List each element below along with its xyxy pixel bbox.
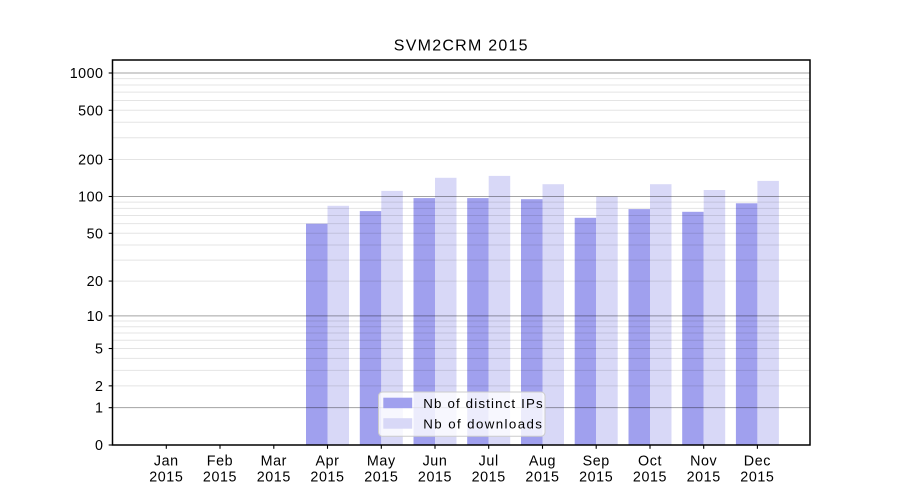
svg-text:2015: 2015 bbox=[149, 470, 183, 486]
svg-text:2015: 2015 bbox=[633, 470, 667, 486]
svg-text:Apr: Apr bbox=[315, 454, 339, 470]
svg-text:200: 200 bbox=[78, 152, 103, 168]
svg-text:50: 50 bbox=[87, 226, 104, 242]
svg-text:Jan: Jan bbox=[154, 454, 179, 470]
svg-text:100: 100 bbox=[78, 190, 103, 206]
svg-text:Dec: Dec bbox=[744, 454, 771, 470]
svg-text:2015: 2015 bbox=[525, 470, 559, 486]
svg-text:10: 10 bbox=[87, 309, 104, 325]
svg-text:Feb: Feb bbox=[207, 454, 233, 470]
svg-text:Mar: Mar bbox=[261, 454, 287, 470]
svg-text:5: 5 bbox=[95, 342, 103, 358]
svg-text:SVM2CRM 2015: SVM2CRM 2015 bbox=[394, 38, 529, 55]
svg-text:2015: 2015 bbox=[687, 470, 721, 486]
svg-text:0: 0 bbox=[95, 438, 103, 454]
svg-text:2015: 2015 bbox=[418, 470, 452, 486]
svg-text:Jul: Jul bbox=[479, 454, 499, 470]
svg-text:2015: 2015 bbox=[364, 470, 398, 486]
svg-text:Nb of distinct IPs: Nb of distinct IPs bbox=[423, 396, 543, 411]
svg-text:1000: 1000 bbox=[70, 66, 104, 82]
svg-text:2015: 2015 bbox=[579, 470, 613, 486]
svg-text:2015: 2015 bbox=[203, 470, 237, 486]
svg-text:2015: 2015 bbox=[257, 470, 291, 486]
svg-text:Nb of downloads: Nb of downloads bbox=[423, 417, 543, 432]
svg-text:500: 500 bbox=[78, 103, 103, 119]
svg-text:2015: 2015 bbox=[472, 470, 506, 486]
svg-text:Aug: Aug bbox=[529, 454, 556, 470]
svg-text:2015: 2015 bbox=[740, 470, 774, 486]
svg-text:1: 1 bbox=[95, 401, 103, 417]
svg-text:20: 20 bbox=[87, 274, 104, 290]
svg-text:May: May bbox=[367, 454, 396, 470]
svg-text:Nov: Nov bbox=[690, 454, 717, 470]
svg-text:2: 2 bbox=[95, 379, 103, 395]
svg-text:Sep: Sep bbox=[583, 454, 610, 470]
svg-text:Jun: Jun bbox=[423, 454, 448, 470]
svg-text:2015: 2015 bbox=[310, 470, 344, 486]
svg-text:Oct: Oct bbox=[638, 454, 662, 470]
